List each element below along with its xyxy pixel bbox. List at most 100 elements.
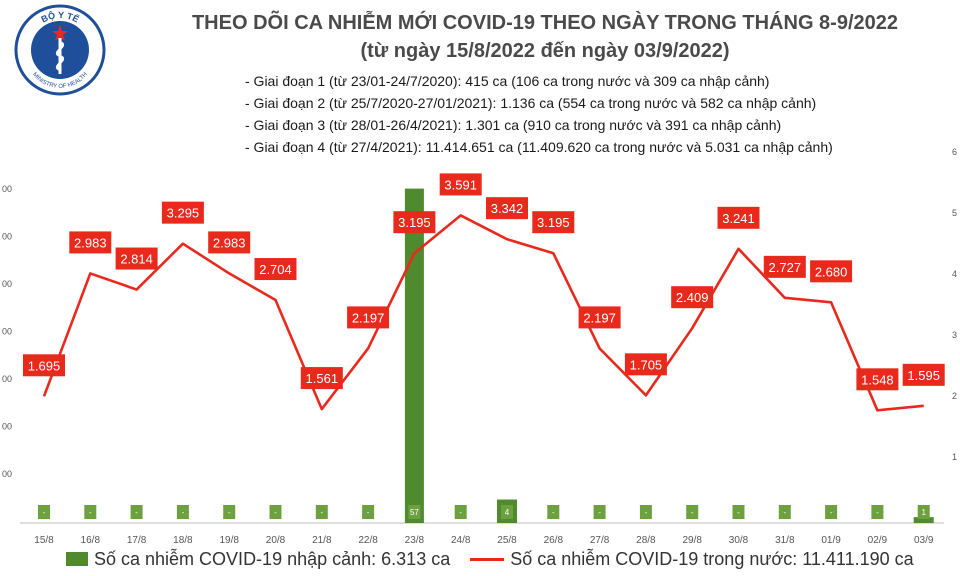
right-tick-label: 3 — [952, 330, 957, 340]
left-tick-label: 00 — [2, 184, 12, 194]
right-tick-label: 1 — [952, 452, 957, 462]
x-tick-label: 28/8 — [636, 535, 656, 546]
line-label-box — [578, 306, 621, 329]
line-label-box — [208, 231, 251, 254]
domestic-cases-line — [42, 214, 924, 412]
line-label-box — [300, 367, 343, 390]
ministry-of-health-logo: BỘ Y TẾ MINISTRY OF HEALTH — [14, 4, 106, 96]
line-data-label: 2.197 — [352, 310, 385, 325]
logo-star-icon — [52, 25, 68, 41]
legend-bar-swatch — [66, 552, 88, 566]
bar-label-box — [408, 505, 421, 519]
line-data-label: 2.197 — [583, 310, 616, 325]
bar-data-label: - — [459, 508, 462, 517]
bar-data-label: - — [320, 508, 323, 517]
x-tick-label: 18/8 — [173, 535, 193, 546]
bar-data-label: - — [830, 508, 833, 517]
bar-label-box — [501, 505, 513, 519]
right-tick-label: 4 — [952, 269, 957, 279]
chart-subtitle: (từ ngày 15/8/2022 đến ngày 03/9/2022) — [360, 40, 730, 62]
phase-item: - Giai đoạn 1 (từ 23/01-24/7/2020): 415 … — [245, 73, 770, 89]
bar-data-label: - — [598, 508, 601, 517]
x-tick-label: 30/8 — [729, 535, 749, 546]
bar-data-label: - — [274, 508, 277, 517]
bar-label-box — [130, 505, 143, 519]
bar-data-label: - — [43, 508, 46, 517]
bar-label-box — [639, 505, 652, 519]
bar-data-label: - — [552, 508, 555, 517]
left-tick-label: 00 — [2, 469, 12, 479]
line-data-label: 2.814 — [120, 252, 153, 267]
x-tick-label: 17/8 — [127, 535, 147, 546]
line-data-label: 1.548 — [861, 372, 894, 387]
line-data-label: 2.704 — [259, 262, 292, 277]
logo-top-text: BỘ Y TẾ — [39, 9, 80, 24]
x-tick-label: 02/9 — [868, 535, 888, 546]
bar-data-label: 57 — [410, 508, 419, 517]
bar-label-box — [732, 505, 745, 519]
bar-data-label: - — [783, 508, 786, 517]
line-data-label: 2.983 — [213, 235, 246, 250]
x-tick-label: 20/8 — [266, 535, 286, 546]
bar-data-label: - — [89, 508, 92, 517]
line-label-box — [486, 197, 528, 220]
bar-label-box — [778, 505, 791, 519]
line-label-box — [393, 211, 436, 234]
line-data-label: 3.342 — [491, 201, 524, 216]
line-label-box — [23, 354, 65, 377]
right-tick-label: 5 — [952, 208, 957, 218]
x-tick-label: 25/8 — [497, 535, 517, 546]
line-label-box — [902, 363, 945, 386]
line-label-box — [717, 206, 760, 229]
right-tick-label: 2 — [952, 391, 957, 401]
bar-data-label: - — [876, 508, 879, 517]
bar-data-label: - — [737, 508, 740, 517]
bar-data-label: - — [645, 508, 648, 517]
phase-summary-list: - Giai đoạn 1 (từ 23/01-24/7/2020): 415 … — [245, 70, 833, 158]
bar-label-box — [176, 505, 189, 519]
x-tick-label: 01/9 — [821, 535, 841, 546]
right-tick-label: 6 — [952, 147, 957, 157]
x-tick-label: 21/8 — [312, 535, 332, 546]
bar-label-box — [686, 505, 699, 519]
line-label-box — [856, 368, 899, 391]
x-tick-label: 26/8 — [544, 535, 564, 546]
bar-label-box — [223, 505, 236, 519]
line-label-box — [69, 231, 112, 254]
line-data-label: 3.241 — [722, 211, 755, 226]
bar-data-label: - — [135, 508, 138, 517]
phase-item: - Giai đoạn 2 (từ 25/7/2020-27/01/2021):… — [245, 95, 817, 111]
line-label-box — [161, 201, 204, 224]
bar-label-box — [871, 505, 884, 519]
line-data-label: 1.705 — [630, 357, 663, 372]
line-data-label: 2.680 — [815, 264, 848, 279]
line-data-label: 3.591 — [444, 177, 477, 192]
left-tick-label: 00 — [2, 279, 12, 289]
x-tick-label: 29/8 — [682, 535, 702, 546]
line-label-box — [532, 211, 575, 234]
x-tick-label: 23/8 — [405, 535, 425, 546]
line-data-label: 1.561 — [306, 371, 339, 386]
bar-label-box — [269, 505, 282, 519]
logo-serpent-icon — [55, 40, 65, 72]
bar-data-label: 1 — [921, 508, 926, 517]
bar-data-label: - — [182, 508, 185, 517]
x-tick-label: 24/8 — [451, 535, 471, 546]
line-data-label: 2.727 — [769, 260, 802, 275]
line-data-label: 1.695 — [28, 358, 61, 373]
line-label-box — [671, 286, 714, 309]
x-tick-label: 22/8 — [358, 535, 378, 546]
line-data-label: 2.409 — [676, 290, 709, 305]
bar-data-label: - — [367, 508, 370, 517]
bar-data-label: - — [228, 508, 231, 517]
x-tick-label: 03/9 — [914, 535, 934, 546]
x-tick-label: 16/8 — [81, 535, 101, 546]
bar — [404, 188, 424, 523]
x-tick-label: 19/8 — [219, 535, 239, 546]
bar-label-box — [362, 505, 375, 519]
left-tick-label: 00 — [2, 422, 12, 432]
left-tick-label: 00 — [2, 232, 12, 242]
svg-text:BỘ Y TẾ: BỘ Y TẾ — [39, 9, 80, 24]
line-label-box — [115, 247, 158, 270]
